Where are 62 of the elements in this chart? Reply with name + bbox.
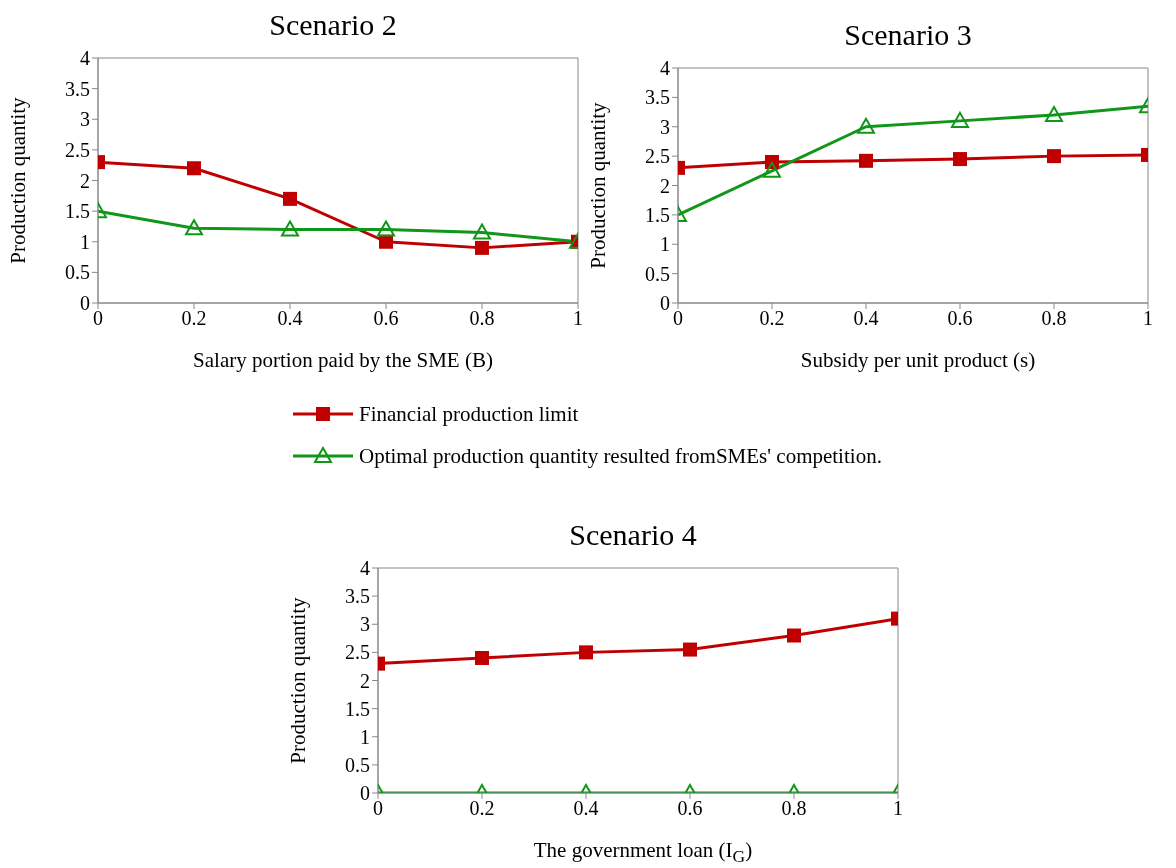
x-axis-title: Salary portion paid by the SME (B) bbox=[192, 348, 494, 373]
y-tick-label: 2.5 bbox=[645, 145, 670, 168]
y-tick-label: 3.5 bbox=[65, 77, 90, 100]
x-tick-label: 0.2 bbox=[759, 307, 785, 330]
point bbox=[579, 645, 593, 660]
chart-title: Scenario 4 bbox=[568, 518, 698, 553]
y-tick-label: 2.5 bbox=[65, 138, 90, 161]
y-tick-label: 2 bbox=[80, 169, 90, 192]
y-tick-label: 2 bbox=[660, 174, 670, 197]
y-tick-label: 0 bbox=[80, 292, 90, 315]
y-tick-label: 1.5 bbox=[345, 697, 370, 720]
x-tick-label: 0.4 bbox=[573, 797, 599, 820]
x-tick-label: 1 bbox=[893, 797, 903, 820]
chart-title: Scenario 2 bbox=[268, 8, 398, 43]
y-tick-label: 0.5 bbox=[65, 261, 90, 284]
x-axis-title: The government loan (I$_{G}$) bbox=[532, 838, 754, 868]
legend-label: Financial production limit bbox=[359, 401, 579, 427]
point bbox=[953, 152, 967, 167]
x-tick-label: 0.8 bbox=[781, 797, 807, 820]
x-tick-label: 0.6 bbox=[373, 307, 399, 330]
x-tick-label: 0.8 bbox=[469, 307, 495, 330]
y-tick-label: 3 bbox=[660, 115, 670, 138]
x-tick-label: 0.6 bbox=[947, 307, 973, 330]
x-tick-label: 0.4 bbox=[277, 307, 303, 330]
x-tick-label: 0.2 bbox=[181, 307, 207, 330]
y-tick-label: 4 bbox=[80, 47, 90, 70]
x-tick-label: 0.4 bbox=[853, 307, 879, 330]
y-tick-label: 0.5 bbox=[645, 262, 670, 285]
y-tick-label: 1 bbox=[80, 230, 90, 253]
legend-label: Optimal production quantity resulted fromSMEs' competition. bbox=[359, 443, 882, 469]
y-tick-label: 3 bbox=[360, 613, 370, 636]
y-axis-title: Production quantity bbox=[6, 96, 31, 264]
point bbox=[951, 111, 969, 128]
y-tick-label: 2 bbox=[360, 669, 370, 692]
y-tick-label: 3.5 bbox=[645, 86, 670, 109]
x-axis-title: Subsidy per unit product (s) bbox=[799, 348, 1037, 373]
x-tick-label: 0.6 bbox=[677, 797, 703, 820]
y-tick-label: 0 bbox=[360, 782, 370, 805]
point bbox=[683, 642, 697, 657]
x-tick-label: 1 bbox=[573, 307, 583, 330]
y-tick-label: 3 bbox=[80, 108, 90, 131]
y-tick-label: 1.5 bbox=[645, 203, 670, 226]
y-tick-label: 0 bbox=[660, 292, 670, 315]
x-tick-label: 1 bbox=[1143, 307, 1153, 330]
y-tick-label: 4 bbox=[360, 557, 370, 580]
y-axis-title: Production quantity bbox=[286, 596, 311, 764]
y-tick-label: 4 bbox=[660, 57, 670, 80]
y-tick-label: 0.5 bbox=[345, 753, 370, 776]
chart-title: Scenario 3 bbox=[843, 18, 973, 53]
point bbox=[377, 220, 395, 237]
y-tick-label: 1 bbox=[360, 725, 370, 748]
x-tick-label: 0.2 bbox=[469, 797, 495, 820]
x-tick-label: 0.8 bbox=[1041, 307, 1067, 330]
y-tick-label: 1 bbox=[660, 233, 670, 256]
y-tick-label: 2.5 bbox=[345, 641, 370, 664]
point bbox=[283, 191, 297, 206]
y-axis-title: Production quantity bbox=[586, 101, 611, 269]
y-tick-label: 1.5 bbox=[65, 200, 90, 223]
point bbox=[859, 153, 873, 168]
point bbox=[857, 117, 875, 134]
y-tick-label: 3.5 bbox=[345, 585, 370, 608]
point bbox=[281, 220, 299, 237]
